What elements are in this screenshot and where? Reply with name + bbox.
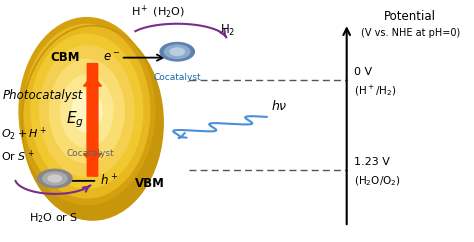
FancyArrow shape [83, 76, 101, 176]
Text: H$^+$ (H$_2$O): H$^+$ (H$_2$O) [131, 3, 185, 20]
Text: Potential: Potential [384, 10, 436, 23]
Ellipse shape [23, 24, 150, 199]
Ellipse shape [49, 59, 125, 164]
Ellipse shape [169, 47, 185, 56]
Text: $h^+$: $h^+$ [100, 173, 118, 189]
Text: CBM: CBM [50, 51, 80, 64]
Ellipse shape [39, 45, 135, 177]
Text: H$_2$: H$_2$ [219, 23, 235, 38]
FancyArrow shape [83, 64, 101, 164]
Text: Photocatalyst: Photocatalyst [3, 89, 83, 102]
Ellipse shape [60, 74, 114, 148]
Ellipse shape [37, 169, 73, 189]
Text: H$_2$O or S: H$_2$O or S [29, 211, 78, 225]
Ellipse shape [22, 26, 163, 220]
Text: $O_2 + H^+$: $O_2 + H^+$ [0, 126, 46, 143]
Text: $h\nu$: $h\nu$ [271, 99, 288, 113]
Text: Cocatalyst: Cocatalyst [67, 149, 114, 158]
Ellipse shape [18, 17, 155, 205]
Text: Or $S^+$: Or $S^+$ [0, 149, 35, 164]
Text: Cocatalyst: Cocatalyst [154, 73, 201, 82]
Text: $e^-$: $e^-$ [103, 51, 121, 64]
Ellipse shape [71, 90, 102, 133]
Ellipse shape [30, 33, 143, 189]
Text: VBM: VBM [135, 177, 165, 190]
Text: (H$_2$O/O$_2$): (H$_2$O/O$_2$) [354, 174, 401, 188]
Text: 1.23 V: 1.23 V [354, 157, 390, 167]
Text: (H$^+$/H$_2$): (H$^+$/H$_2$) [354, 83, 396, 98]
Text: 0 V: 0 V [354, 67, 372, 77]
Ellipse shape [47, 174, 63, 183]
Text: (V vs. NHE at pH=0): (V vs. NHE at pH=0) [361, 28, 460, 38]
Ellipse shape [159, 42, 195, 62]
Text: $E_g$: $E_g$ [66, 109, 84, 129]
Ellipse shape [42, 171, 68, 186]
Ellipse shape [164, 44, 191, 59]
